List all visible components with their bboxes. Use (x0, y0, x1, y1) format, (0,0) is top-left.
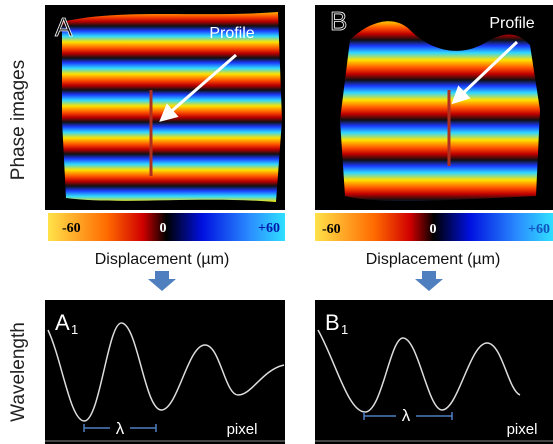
axis-title: Displacement (µm) (95, 251, 230, 268)
row-label: Wavelength (8, 322, 29, 422)
colorbar (48, 213, 285, 241)
plot-label: A (55, 310, 70, 335)
colorbar-label: +60 (528, 222, 550, 237)
down-arrow (148, 271, 176, 291)
panel-label: B (330, 6, 347, 36)
plot-label: B (325, 310, 340, 335)
profile-label: Profile (489, 15, 534, 32)
colorbar-label: -60 (322, 222, 341, 237)
profile-label: Profile (209, 25, 254, 42)
down-arrow (415, 271, 443, 291)
colorbar-label: +60 (258, 221, 280, 236)
x-axis-label: pixel (227, 421, 258, 438)
profile-curve (317, 329, 521, 413)
lambda-label: λ (402, 406, 411, 425)
colorbar-label: 0 (160, 221, 167, 236)
colorbar-label: -60 (62, 221, 81, 236)
row-label: Phase images (8, 60, 29, 180)
plot-label-subscript: 1 (341, 322, 348, 337)
colorbar (315, 213, 553, 241)
plot-background (315, 300, 553, 444)
axis-title: Displacement (µm) (366, 251, 501, 268)
profile-curve (47, 322, 285, 422)
plot-background (45, 300, 285, 444)
x-axis-label: pixel (507, 421, 538, 438)
plot-label-subscript: 1 (71, 322, 78, 337)
lambda-label: λ (116, 419, 125, 438)
lambda-bracket (83, 424, 157, 432)
colorbar-label: 0 (430, 222, 437, 237)
lambda-bracket (363, 412, 453, 420)
panel-label: A (55, 12, 73, 42)
arrow (159, 53, 237, 122)
arrow (451, 40, 519, 105)
